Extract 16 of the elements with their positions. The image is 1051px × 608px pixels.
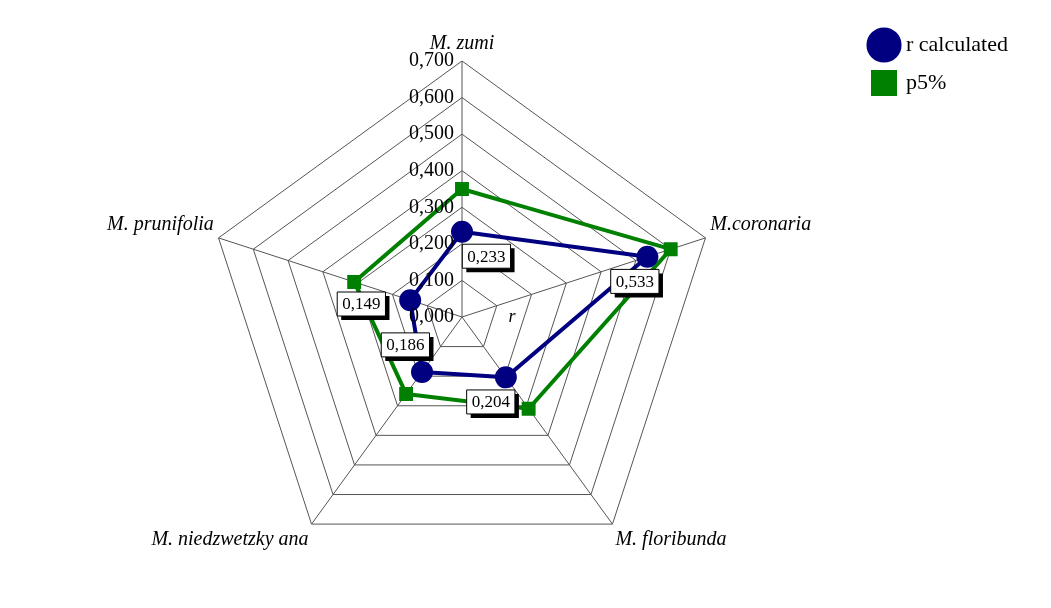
legend-label: p5% (906, 68, 947, 94)
y-tick-label: 0,600 (409, 84, 454, 107)
spoke-label: M. niedzwetzky ana (150, 527, 309, 551)
spoke-label: M. floribunda (614, 527, 727, 551)
spoke-label: M. prunifolia (106, 211, 214, 235)
data-label: 0,533 (615, 271, 654, 291)
legend-label: r calculated (906, 30, 1009, 56)
y-tick-label: 0,500 (409, 121, 454, 144)
data-label: 0,233 (467, 246, 506, 266)
data-label: 0,149 (342, 294, 381, 314)
y-tick-label: 0,400 (409, 157, 454, 180)
text: r (508, 306, 517, 326)
data-label: 0,204 (471, 392, 511, 412)
data-label: 0,186 (386, 335, 425, 355)
y-tick-label: 0,700 (409, 48, 454, 71)
spoke-label: M.coronaria (709, 211, 812, 234)
